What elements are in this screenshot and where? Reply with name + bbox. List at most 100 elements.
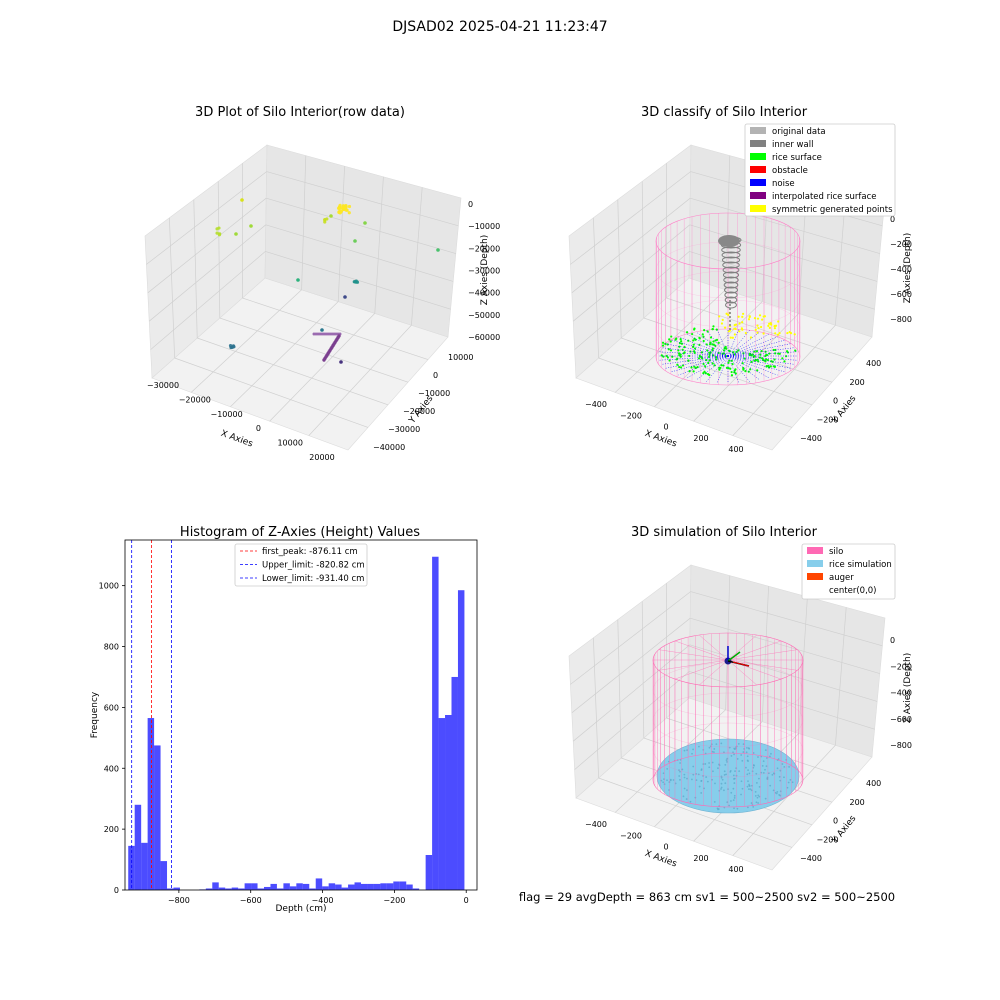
p2-surface-point <box>722 349 726 352</box>
p4-rice-point <box>776 767 779 770</box>
p3-legend: first_peak: -876.11 cm Upper_limit: -820.… <box>234 543 368 587</box>
p4-rice-point <box>775 792 778 795</box>
hist-bar <box>173 887 180 890</box>
p2-surface-point <box>706 349 709 352</box>
p4-rice-point <box>695 772 698 775</box>
grid-line <box>169 217 175 359</box>
p2-surface-point <box>669 349 673 352</box>
p4-legend: silo rice simulation auger center(0,0) <box>801 543 896 600</box>
grid-line <box>641 601 645 739</box>
grid-line <box>146 171 267 265</box>
p4-rice-point <box>704 763 707 765</box>
p2-surface-point <box>711 328 714 331</box>
grid-line <box>621 337 813 406</box>
p2-y-tick-2: 0 <box>833 397 838 406</box>
hist-bar <box>393 881 400 890</box>
grid-line <box>571 197 691 294</box>
p4-rice-point <box>711 761 714 764</box>
p1-zlabel: Z Axies (Depth) <box>480 235 490 306</box>
p4-rice-point <box>726 760 728 763</box>
p2-inner-wall-ring <box>724 291 738 299</box>
p2-noise-ray <box>727 333 770 357</box>
p4-rice-point <box>779 794 782 797</box>
grid-line <box>301 155 307 290</box>
p1-x-tick-2: −10000 <box>211 410 243 419</box>
p2-x-tick-1: −200 <box>620 411 642 420</box>
p4-rice-point <box>728 804 731 807</box>
p4-rice-point <box>758 785 761 788</box>
p2-surface-point <box>738 322 741 325</box>
p2-noise-ray <box>727 355 795 365</box>
p4-rice-point <box>748 783 750 786</box>
p1-z-tick-0: 0 <box>468 200 473 209</box>
grid-line <box>689 671 875 730</box>
back-right-pane <box>688 564 886 758</box>
p2-surface-point <box>678 345 681 348</box>
p4-rice-point <box>770 752 772 755</box>
p4-rice-point <box>660 779 663 782</box>
p2-noise-ray <box>727 347 795 357</box>
p2-surface-point <box>691 345 695 348</box>
p3-xtick-label: −800 <box>168 896 190 905</box>
p2-inner-wall-ring <box>721 251 741 259</box>
p4-silo-spoke <box>727 634 757 661</box>
p2-noise-ray <box>696 331 729 357</box>
p3-ytick-label: 0 <box>114 886 119 895</box>
p4-rice-point <box>730 791 733 794</box>
p4-rice-point <box>666 767 669 770</box>
p2-surface-point <box>774 324 778 327</box>
hist-bar <box>328 883 336 890</box>
p4-y-tick-1: 200 <box>850 798 865 807</box>
p4-rice-point <box>674 782 677 785</box>
p4-rice-point <box>779 790 782 793</box>
p2-surface-point <box>763 359 766 362</box>
p4-rice-point <box>679 778 681 781</box>
p4-rice-point <box>695 779 698 782</box>
p2-surface-point <box>744 331 747 335</box>
p2-surface-point <box>719 366 722 370</box>
p2-x-tick-4: 400 <box>728 445 743 454</box>
p2-noise-ray <box>658 355 729 361</box>
p4-rice-point <box>748 747 751 750</box>
p4-rice-point <box>757 802 760 804</box>
p2-surface-point <box>668 338 671 341</box>
p2-noise-ray <box>727 355 750 382</box>
raw-point <box>344 208 348 212</box>
p4-rice-point <box>662 772 665 775</box>
p4-rice-point <box>764 797 767 800</box>
raw-point <box>347 204 352 209</box>
grid-line <box>572 644 691 742</box>
p4-rice-point <box>711 778 713 781</box>
p4-rice-point <box>683 776 686 779</box>
p2-surface-point <box>769 365 772 368</box>
figure-footer: flag = 29 avgDepth = 863 cm sv1 = 500~25… <box>519 890 895 904</box>
p2-surface-point <box>680 342 684 345</box>
p2-noise-ray <box>686 355 729 379</box>
p2-surface-point <box>693 337 696 340</box>
p2-surface-point <box>720 364 723 367</box>
p2-surface-point <box>756 324 759 327</box>
raw-point <box>341 204 346 208</box>
p2-surface-point <box>731 336 734 339</box>
p2-z-tick-2: −400 <box>890 265 912 274</box>
p4-rice-point <box>748 772 751 775</box>
p4-rice-point <box>746 773 749 776</box>
p2-surface-point <box>705 358 708 362</box>
p1-z-tick-6: −60000 <box>468 333 500 342</box>
p4-rice-point <box>730 755 733 757</box>
p4-rice-point <box>765 765 768 768</box>
p2-inner-wall-ring <box>721 246 741 254</box>
p2-surface-point <box>702 372 705 375</box>
hist-bar <box>335 884 342 890</box>
p2-surface-point <box>675 358 678 361</box>
p4-rice-point <box>783 776 785 779</box>
p2-surface-point <box>692 343 695 346</box>
p3-xtick-label: −600 <box>240 896 262 905</box>
grid-line <box>690 591 883 647</box>
p2-surface-point <box>750 360 753 364</box>
p4-z-tick-4: −800 <box>890 741 912 750</box>
p4-rice-point <box>762 760 765 763</box>
p3-xtick-label: −400 <box>312 896 334 905</box>
p2-surface-point <box>661 344 665 347</box>
p1-z-tick-2: −20000 <box>468 244 500 253</box>
